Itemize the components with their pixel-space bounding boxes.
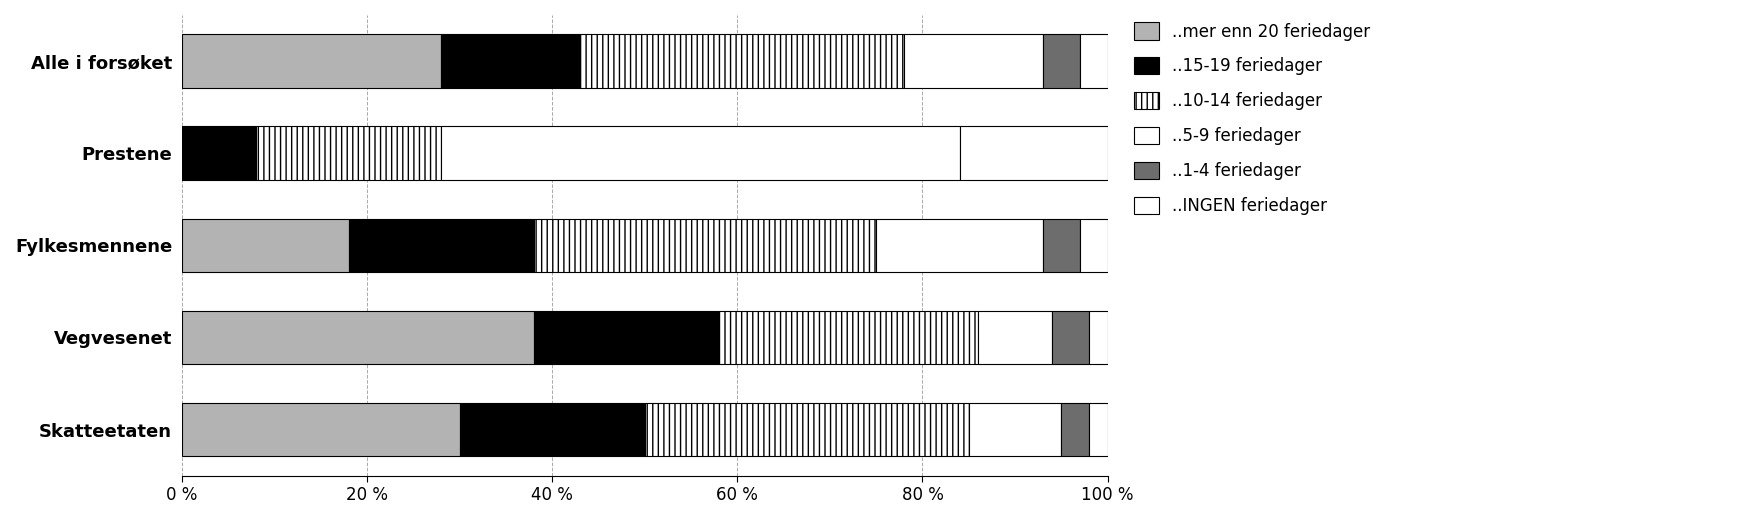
Bar bbox=[580, 34, 903, 88]
Bar bbox=[1062, 403, 1088, 456]
Bar bbox=[970, 403, 1062, 456]
Bar bbox=[1080, 34, 1108, 88]
Bar bbox=[1043, 34, 1080, 88]
Bar bbox=[459, 403, 645, 456]
Bar bbox=[182, 127, 257, 180]
Bar bbox=[959, 127, 1108, 180]
Bar bbox=[718, 311, 978, 364]
Bar bbox=[349, 218, 535, 272]
Bar bbox=[978, 311, 1052, 364]
Bar bbox=[1088, 403, 1108, 456]
Bar bbox=[442, 127, 959, 180]
Bar bbox=[257, 127, 442, 180]
Bar bbox=[903, 34, 1043, 88]
Bar bbox=[182, 403, 459, 456]
Bar bbox=[182, 34, 442, 88]
Bar bbox=[1080, 218, 1108, 272]
Bar bbox=[535, 311, 718, 364]
Bar bbox=[1043, 218, 1080, 272]
Bar bbox=[645, 403, 970, 456]
Bar bbox=[535, 218, 877, 272]
Bar bbox=[182, 218, 349, 272]
Bar bbox=[182, 311, 535, 364]
Bar bbox=[877, 218, 1043, 272]
Bar bbox=[1088, 311, 1108, 364]
Legend: ..mer enn 20 feriedager, ..15-19 feriedager, ..10-14 feriedager, ..5-9 feriedage: ..mer enn 20 feriedager, ..15-19 ferieda… bbox=[1125, 14, 1378, 223]
Bar bbox=[1052, 311, 1088, 364]
Bar bbox=[442, 34, 580, 88]
